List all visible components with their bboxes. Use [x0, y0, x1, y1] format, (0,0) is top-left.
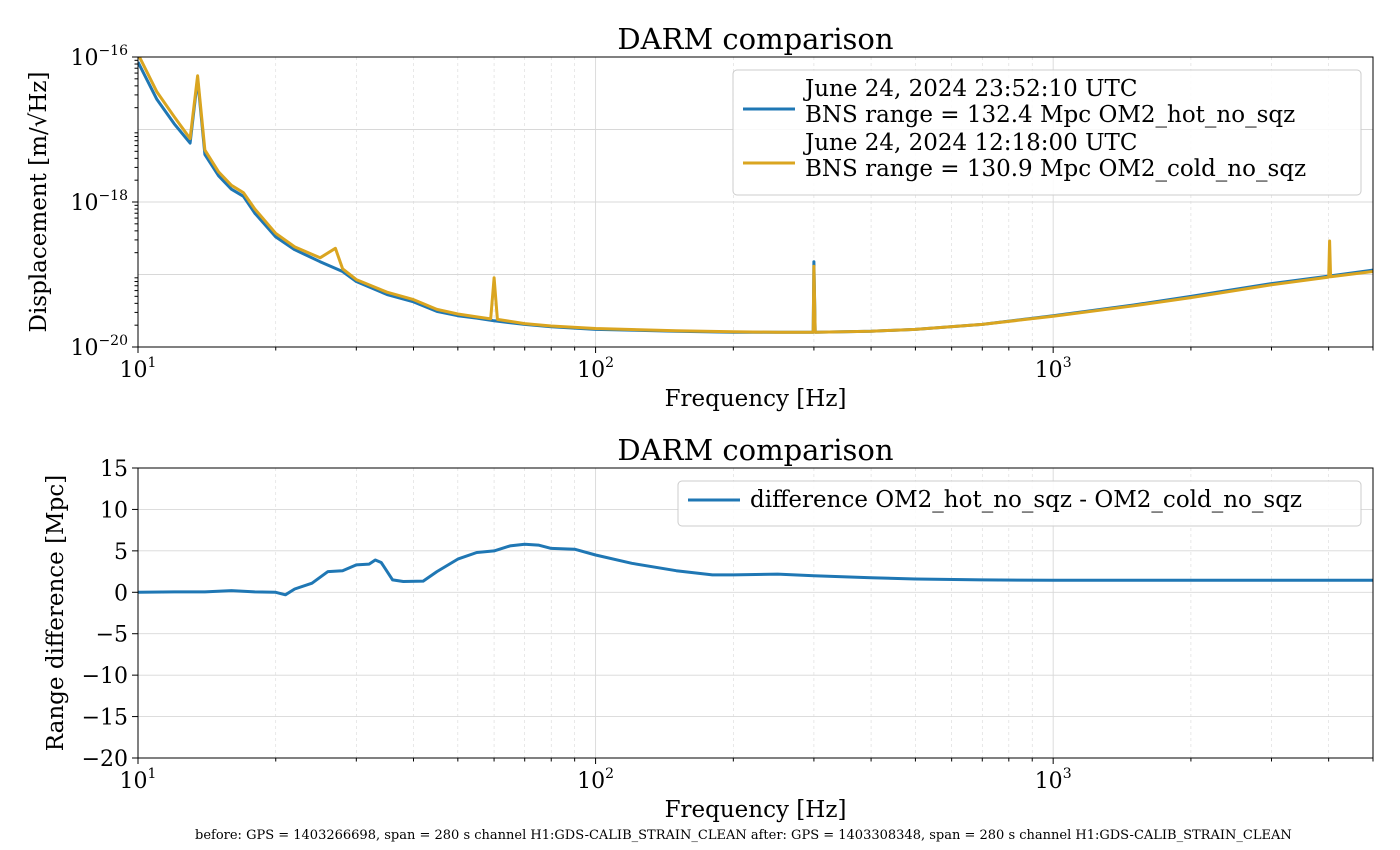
chart-title: DARM comparison — [617, 433, 893, 467]
x-tick-label: 101 — [120, 355, 157, 383]
legend-entry-0: June 24, 2024 23:52:10 UTC BNS range = 13… — [803, 76, 1295, 128]
x-axis-label: Frequency [Hz] — [665, 386, 847, 412]
x-tick-label: 101 — [120, 766, 157, 794]
plot-frame — [137, 467, 1374, 759]
legend: difference OM2_hot_no_sqz - OM2_cold_no_… — [677, 480, 1362, 527]
footer-note: before: GPS = 1403266698, span = 280 s c… — [195, 828, 1292, 843]
legend-box — [732, 69, 1362, 196]
series-group — [138, 57, 1373, 334]
y-tick-label: −5 — [96, 623, 128, 648]
y-axis-label: Range difference [Mpc] — [43, 475, 69, 751]
x-tick-label: 102 — [577, 766, 614, 794]
y-tick-label: 15 — [100, 457, 128, 482]
top-chart: 101 102 103 10−16 10−18 10−20 DARM comparison F… — [26, 22, 1374, 412]
y-axis-label: Displacement [m/√Hz] — [26, 71, 52, 332]
y-tick-label: 10−20 — [70, 333, 128, 361]
y-tick-label: 5 — [114, 540, 128, 565]
y-tick-label: 10 — [100, 498, 128, 523]
legend-entry-1: June 24, 2024 12:18:00 UTC BNS range = 13… — [803, 130, 1306, 182]
y-tick-label: −10 — [82, 664, 128, 689]
y-tick-label: −20 — [82, 747, 128, 772]
x-tick-label: 102 — [577, 355, 614, 383]
x-tick-label: 103 — [1035, 355, 1072, 383]
y-tick-label: 10−18 — [70, 188, 128, 216]
series-line-0 — [138, 542, 1373, 597]
legend: June 24, 2024 23:52:10 UTC BNS range = 13… — [732, 69, 1362, 196]
legend-entry-0: difference OM2_hot_no_sqz - OM2_cold_no_… — [750, 487, 1302, 513]
x-tick-label: 103 — [1035, 766, 1072, 794]
y-tick-label: 10−16 — [70, 43, 128, 71]
y-tick-label: 0 — [114, 581, 128, 606]
y-tick-label: −15 — [82, 706, 128, 731]
series-group — [138, 542, 1373, 597]
bottom-chart: 101 102 103 15 10 5 0 −5 −10 −15 −20 DARM compariso… — [43, 433, 1374, 823]
series-line-1 — [138, 57, 1373, 334]
chart-title: DARM comparison — [617, 22, 893, 56]
legend-box — [677, 480, 1362, 527]
x-axis-label: Frequency [Hz] — [665, 797, 847, 823]
